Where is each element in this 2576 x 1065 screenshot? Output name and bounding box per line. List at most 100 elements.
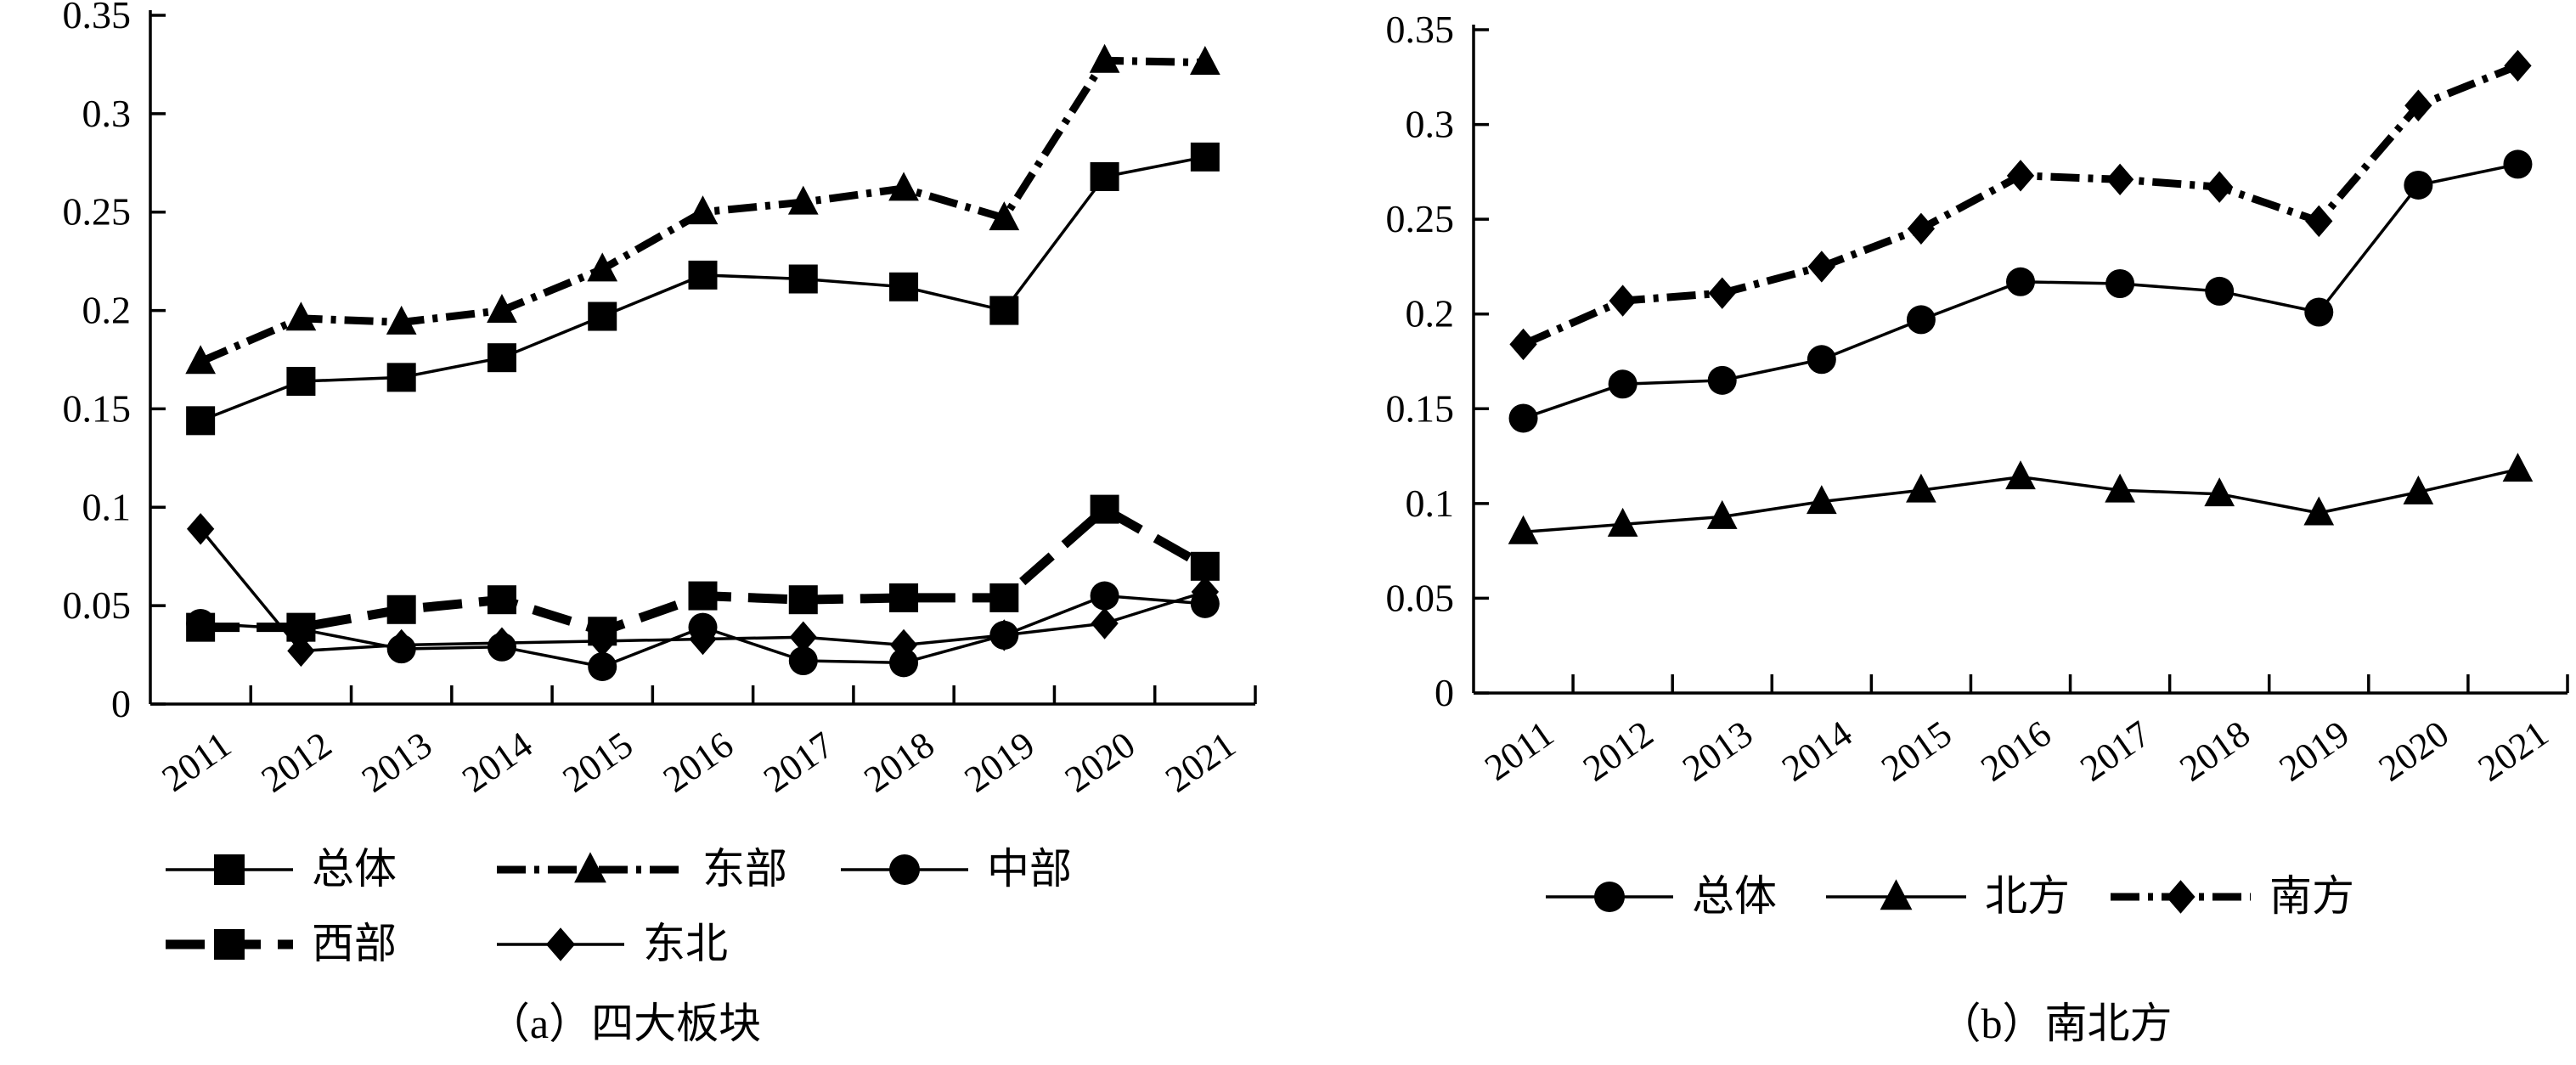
y-tick-label: 0.2	[82, 289, 132, 332]
data-point	[688, 581, 718, 611]
series-line-2	[1521, 62, 2520, 348]
y-tick-label: 0	[111, 682, 131, 725]
y-tick-label: 0.35	[63, 0, 132, 37]
y-tick-label: 0.35	[1386, 8, 1455, 51]
data-point	[487, 585, 516, 615]
data-point	[2504, 49, 2532, 82]
data-point	[889, 628, 918, 662]
data-point	[1091, 607, 1119, 640]
data-point	[1706, 499, 1738, 529]
x-tick-label: 2017	[756, 724, 841, 801]
legend-marker	[574, 852, 606, 883]
data-point	[285, 301, 317, 331]
y-tick-label: 0.1	[82, 485, 132, 528]
y-tick-label: 0.15	[63, 386, 132, 430]
data-point	[889, 272, 919, 301]
y-tick-label: 0.2	[1406, 292, 1455, 335]
data-point	[386, 305, 417, 335]
data-point	[689, 623, 717, 656]
data-point	[1906, 473, 1936, 503]
data-point	[1609, 285, 1637, 317]
data-point	[487, 294, 517, 324]
legend-marker	[214, 854, 245, 885]
panel-caption: （b）南北方	[1939, 1000, 2173, 1047]
data-point	[1190, 142, 1220, 172]
data-point	[2204, 477, 2235, 507]
x-tick-label: 2018	[857, 724, 942, 801]
x-tick-label: 2013	[1675, 713, 1760, 790]
x-tick-label: 2021	[2471, 713, 2556, 790]
data-point	[1190, 46, 1220, 76]
data-point	[1509, 328, 1537, 361]
data-point	[588, 651, 617, 681]
data-point	[1089, 43, 1120, 73]
legend-marker	[545, 927, 576, 961]
x-tick-label: 2017	[2073, 713, 2158, 790]
data-point	[1190, 551, 1220, 581]
y-tick-label: 0.25	[1386, 197, 1455, 240]
data-point	[888, 172, 919, 201]
data-point	[588, 301, 617, 331]
data-point	[589, 625, 617, 657]
x-tick-label: 2020	[2371, 713, 2456, 790]
data-point	[1508, 515, 1539, 544]
data-point	[1906, 305, 1936, 335]
data-point	[990, 619, 1018, 651]
data-point	[788, 264, 818, 294]
x-tick-label: 2011	[155, 724, 239, 800]
x-tick-label: 2011	[1477, 713, 1561, 789]
x-tick-label: 2016	[656, 724, 741, 801]
data-point	[2503, 149, 2533, 179]
data-point	[487, 343, 516, 373]
data-point	[1608, 369, 1637, 399]
data-point	[186, 406, 216, 436]
legend-label: 西部	[312, 920, 397, 967]
legend-marker	[889, 854, 920, 885]
data-point	[687, 195, 719, 225]
x-tick-label: 2014	[454, 724, 539, 801]
y-tick-label: 0.3	[1406, 103, 1455, 146]
data-point	[789, 621, 817, 653]
data-point	[2006, 267, 2035, 296]
x-tick-label: 2015	[1874, 713, 1959, 790]
data-point	[2403, 475, 2434, 504]
data-point	[2404, 89, 2432, 121]
data-point	[186, 612, 216, 642]
data-point	[1807, 251, 1835, 283]
legend-marker	[2166, 880, 2196, 914]
data-point	[688, 260, 718, 290]
data-point	[1191, 576, 1220, 608]
legend-marker	[1880, 879, 1913, 910]
x-tick-label: 2021	[1158, 724, 1243, 801]
data-point	[989, 201, 1020, 231]
legend-label: 北方	[1985, 872, 2070, 920]
data-point	[386, 594, 416, 624]
data-point	[287, 634, 315, 668]
data-point	[2006, 160, 2035, 192]
data-point	[286, 366, 316, 396]
data-point	[2105, 163, 2134, 195]
data-point	[2206, 171, 2234, 203]
data-point	[2105, 473, 2135, 503]
data-point	[787, 185, 819, 215]
x-tick-label: 2018	[2173, 713, 2258, 790]
data-point	[788, 646, 818, 676]
data-point	[1508, 403, 1538, 433]
data-point	[2303, 496, 2335, 526]
legend-label: 东北	[643, 920, 728, 967]
data-point	[1707, 365, 1737, 395]
y-tick-label: 0.05	[63, 583, 132, 627]
legend-marker	[214, 929, 245, 960]
legend-label: 总体	[1692, 872, 1777, 920]
x-tick-label: 2014	[1774, 713, 1859, 790]
y-tick-label: 0.3	[82, 92, 132, 135]
panel-caption: （a）四大板块	[488, 1000, 761, 1047]
data-point	[1806, 485, 1837, 515]
legend-label: 中部	[987, 845, 1072, 893]
data-point	[889, 648, 919, 678]
legend-label: 总体	[312, 845, 397, 893]
